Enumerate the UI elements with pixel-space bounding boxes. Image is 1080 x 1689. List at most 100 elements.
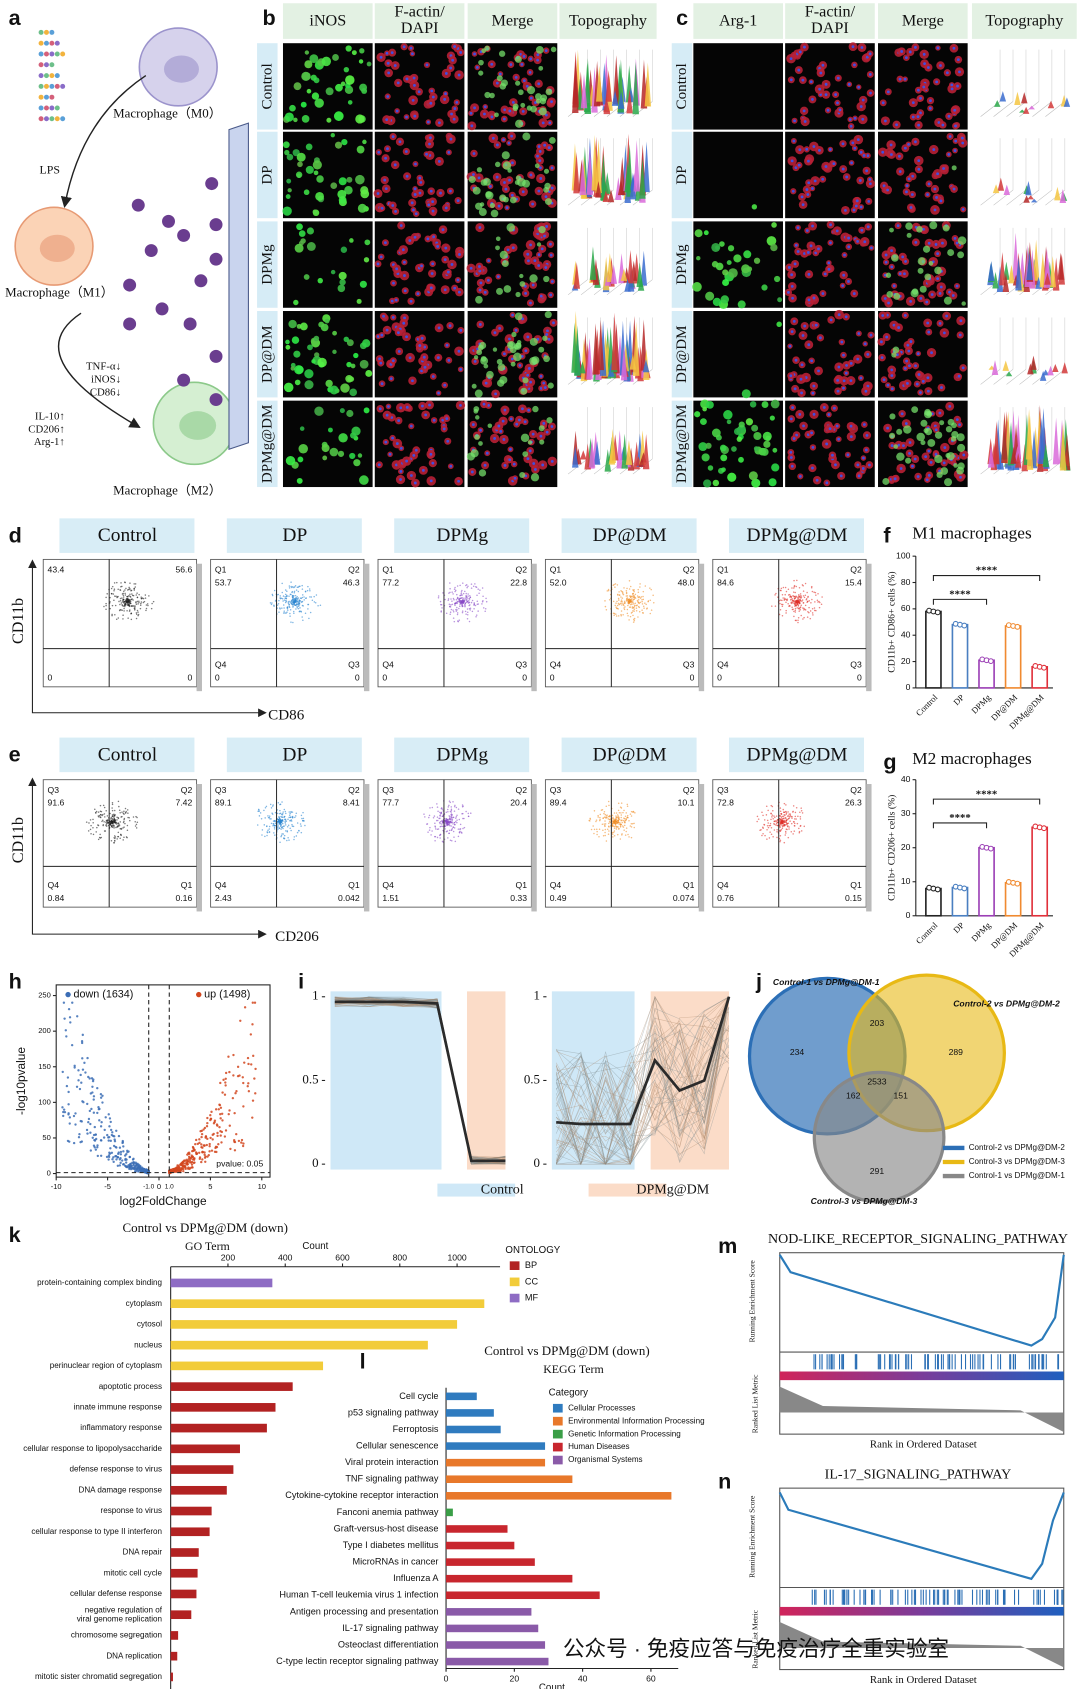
event-dot — [279, 809, 281, 812]
event-dot — [292, 621, 294, 624]
lps-unit — [49, 40, 55, 46]
nucleus-signal — [498, 326, 502, 330]
cell-signal — [318, 321, 325, 328]
event-dot — [820, 603, 823, 606]
particle — [177, 373, 191, 387]
micrograph — [374, 400, 466, 488]
event-dot — [259, 812, 262, 814]
event-dot — [127, 600, 129, 603]
nucleus-signal — [916, 115, 920, 119]
quadrant-name: Q2 — [516, 564, 528, 574]
nucleus-signal — [907, 349, 911, 353]
event-dot — [136, 596, 139, 599]
event-dot — [297, 590, 300, 593]
cell-signal — [934, 431, 943, 439]
event-dot — [817, 592, 819, 595]
event-dot — [123, 607, 125, 610]
event-dot — [437, 595, 440, 597]
nucleus-signal — [429, 189, 433, 193]
event-dot — [791, 587, 793, 589]
event-dot — [439, 817, 441, 820]
nucleus-signal — [948, 135, 952, 138]
nucleus-signal — [953, 149, 957, 152]
event-dot — [122, 596, 125, 598]
nucleus-signal — [801, 334, 805, 337]
cell-signal — [293, 350, 301, 358]
cell-signal — [957, 236, 967, 245]
nucleus-signal — [845, 363, 848, 367]
event-dot — [461, 600, 464, 603]
nucleus-signal — [800, 391, 803, 395]
nucleus-signal — [395, 109, 399, 113]
nucleus-signal — [511, 313, 514, 317]
event-dot — [292, 599, 294, 601]
nucleus-signal — [806, 251, 810, 254]
quadrant-value: 77.2 — [382, 577, 399, 587]
nucleus-signal — [947, 114, 951, 118]
nucleus-signal — [857, 474, 861, 478]
nucleus-signal — [865, 433, 869, 437]
label: CD206↑ — [28, 423, 65, 435]
event-dot — [299, 585, 301, 588]
nucleus-signal — [935, 80, 939, 84]
nucleus-signal — [550, 166, 554, 170]
cell-signal — [919, 285, 927, 293]
event-dot — [811, 590, 814, 593]
nucleus-signal — [410, 201, 414, 205]
cell-signal — [304, 380, 314, 390]
particle — [183, 317, 197, 331]
event-dot — [124, 822, 126, 825]
event-dot — [286, 830, 289, 832]
nucleus-signal — [437, 391, 441, 395]
event-dot — [467, 585, 469, 588]
event-dot — [145, 604, 148, 606]
lps-unit — [38, 94, 44, 100]
nucleus-signal — [529, 96, 533, 100]
nucleus-signal — [526, 252, 530, 256]
nucleus-signal — [961, 207, 965, 211]
event-dot — [139, 607, 142, 610]
nucleus-signal — [906, 382, 909, 385]
event-dot — [468, 620, 471, 623]
event-dot — [476, 600, 479, 602]
event-dot — [485, 597, 487, 600]
topo-peak — [602, 190, 610, 203]
topo-peak — [607, 362, 615, 377]
event-dot — [276, 812, 279, 815]
flow-plot-frame — [42, 779, 198, 908]
event-dot — [795, 605, 798, 607]
nucleus-signal — [849, 424, 853, 428]
event-dot — [802, 590, 805, 592]
nucleus-signal — [537, 145, 541, 148]
nucleus-signal — [926, 321, 930, 325]
particle — [155, 302, 169, 316]
column-header: DAPI — [811, 19, 849, 37]
quadrant-name: Q2 — [348, 564, 360, 574]
nucleus-signal — [903, 313, 907, 317]
event-dot — [311, 599, 314, 601]
event-dot — [819, 601, 821, 604]
quadrant-value: 0 — [215, 672, 220, 682]
nucleus-signal — [890, 153, 893, 156]
event-dot — [304, 591, 307, 593]
cell-signal — [340, 383, 350, 393]
event-dot — [454, 604, 456, 607]
cell-signal — [917, 267, 924, 274]
event-dot — [461, 605, 464, 607]
nucleus-signal — [896, 224, 900, 228]
event-dot — [779, 609, 782, 611]
cell-signal — [339, 279, 346, 286]
topo-peak — [612, 55, 620, 105]
event-dot — [782, 603, 784, 606]
nucleus-signal — [429, 101, 433, 105]
nucleus-signal — [469, 111, 473, 115]
nucleus-signal — [436, 356, 440, 360]
nucleus-signal — [459, 328, 463, 332]
nucleus-signal — [789, 374, 793, 378]
nucleus-signal — [394, 298, 398, 302]
event-dot — [485, 600, 488, 603]
nucleus-signal — [794, 243, 798, 247]
cell-signal — [298, 444, 308, 454]
nucleus-signal — [791, 406, 795, 409]
event-dot — [802, 602, 805, 604]
